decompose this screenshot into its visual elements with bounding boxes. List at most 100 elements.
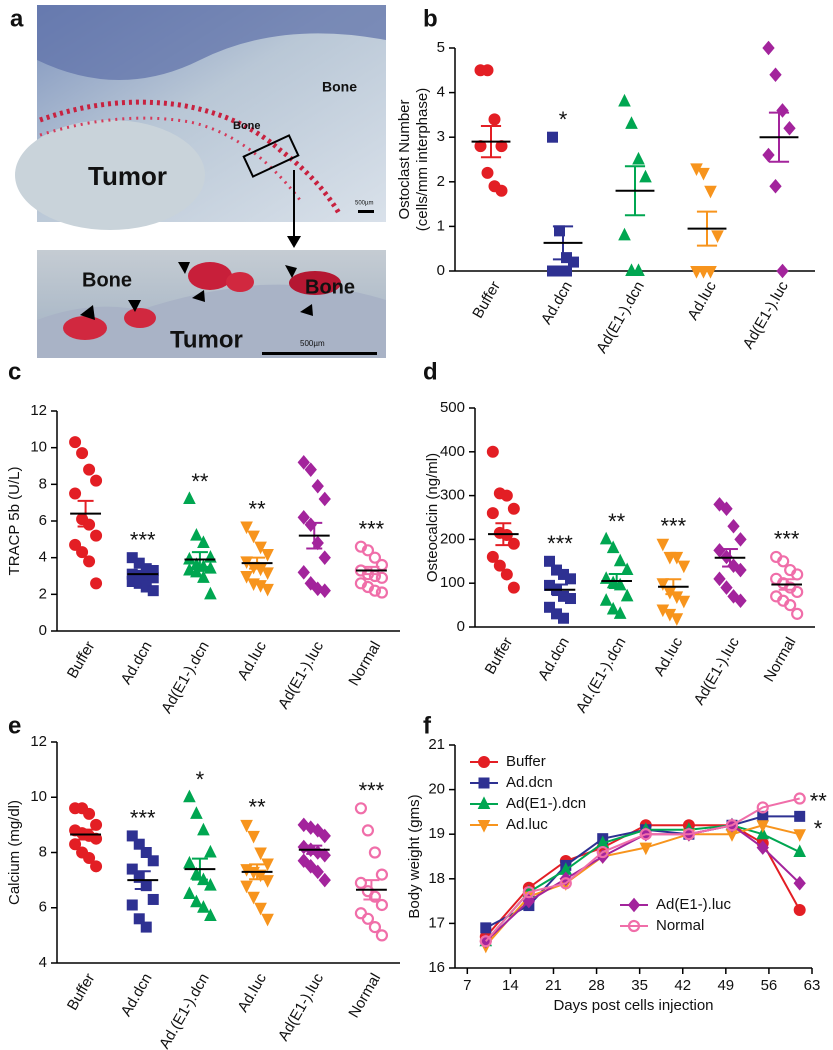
marker [204,878,217,891]
y-tick-label: 4 [437,84,445,101]
marker [361,544,375,557]
marker [478,756,490,768]
marker [240,571,253,584]
x-tick-label: Buffer [64,970,99,1013]
marker [318,828,331,844]
marker [247,830,260,844]
y-tick-label: 18 [428,870,445,887]
marker [354,802,368,815]
legend-label: Buffer [506,753,546,770]
x-tick-label: Ad.dcn [538,278,576,327]
y-tick-label: 0 [437,262,445,279]
significance: * [196,767,205,792]
significance: *** [130,806,156,831]
marker [240,819,253,833]
x-tick-label: Buffer [469,278,504,321]
significance: ** [608,509,626,534]
x-tick-label: Buffer [64,638,99,681]
marker [261,583,274,597]
image-label: Bone [305,276,355,298]
panel-label: f [423,712,432,739]
marker [599,593,613,606]
x-tick-label: Ad.(E1-).dcn [573,634,630,715]
marker [480,922,492,934]
marker [507,502,520,515]
marker [261,913,274,927]
x-tick-label: Normal [761,634,800,684]
marker [69,838,82,851]
marker [791,607,804,620]
marker [522,886,535,899]
marker [147,893,159,905]
x-axis-label: Days post cells injection [553,997,713,1014]
legend-label: Ad.dcn [506,774,553,791]
marker [375,558,389,572]
marker [713,571,726,587]
marker [76,447,89,460]
marker [254,847,267,861]
marker [500,568,513,581]
y-axis-label: Osteocalcin (ng/ml) [424,453,441,582]
y-tick-label: 10 [30,439,47,456]
marker [734,593,747,608]
x-tick-label: Ad.dcn [535,634,573,683]
marker [762,40,775,56]
marker [261,875,274,888]
marker [183,491,196,504]
marker [613,553,627,567]
marker [507,581,520,594]
marker [83,555,96,568]
significance: *** [359,778,385,803]
panel-label: a [10,5,24,32]
marker [368,584,382,597]
marker [133,871,145,883]
marker [304,462,317,477]
x-tick-label: 35 [631,977,648,994]
series-line [485,824,801,938]
marker [318,550,331,565]
marker [477,796,491,809]
marker [69,538,82,551]
legend-label: Ad.luc [506,816,548,833]
marker [776,263,789,279]
panel-label: e [8,712,21,739]
x-tick-label: Ad.luc [234,638,270,683]
marker [197,822,210,836]
marker [599,531,613,545]
x-tick-label: Ad(E1-).luc [691,634,743,708]
marker [90,474,103,487]
x-tick-label: 14 [502,977,519,994]
panel-label: c [8,358,21,385]
marker [368,846,382,859]
marker [793,844,806,858]
y-tick-label: 1 [437,217,445,234]
y-tick-label: 400 [440,443,465,460]
marker [354,876,368,889]
x-tick-label: 7 [463,977,471,994]
marker [83,807,96,820]
marker [140,921,152,933]
micrograph-top [15,5,386,248]
marker [756,826,770,840]
marker [204,908,217,922]
marker [704,266,717,279]
y-axis-label: TRACP 5b (U/L) [6,467,23,576]
significance: *** [547,531,573,556]
annotation: * [814,816,823,841]
marker [670,551,684,565]
marker [544,601,555,613]
significance: *** [359,516,385,541]
marker [639,828,652,841]
y-axis-label: (cells/mm interphase) [414,88,431,231]
marker [183,789,196,803]
marker [254,541,267,555]
marker [606,601,620,615]
marker [197,900,210,913]
legend-label: Ad(E1-).luc [656,896,732,913]
y-tick-label: 0 [457,618,465,635]
y-tick-label: 17 [428,914,445,931]
marker [147,585,159,597]
x-tick-label: Ad(E1-).luc [275,970,327,1044]
image-label: Tumor [170,326,243,353]
marker [318,872,331,888]
